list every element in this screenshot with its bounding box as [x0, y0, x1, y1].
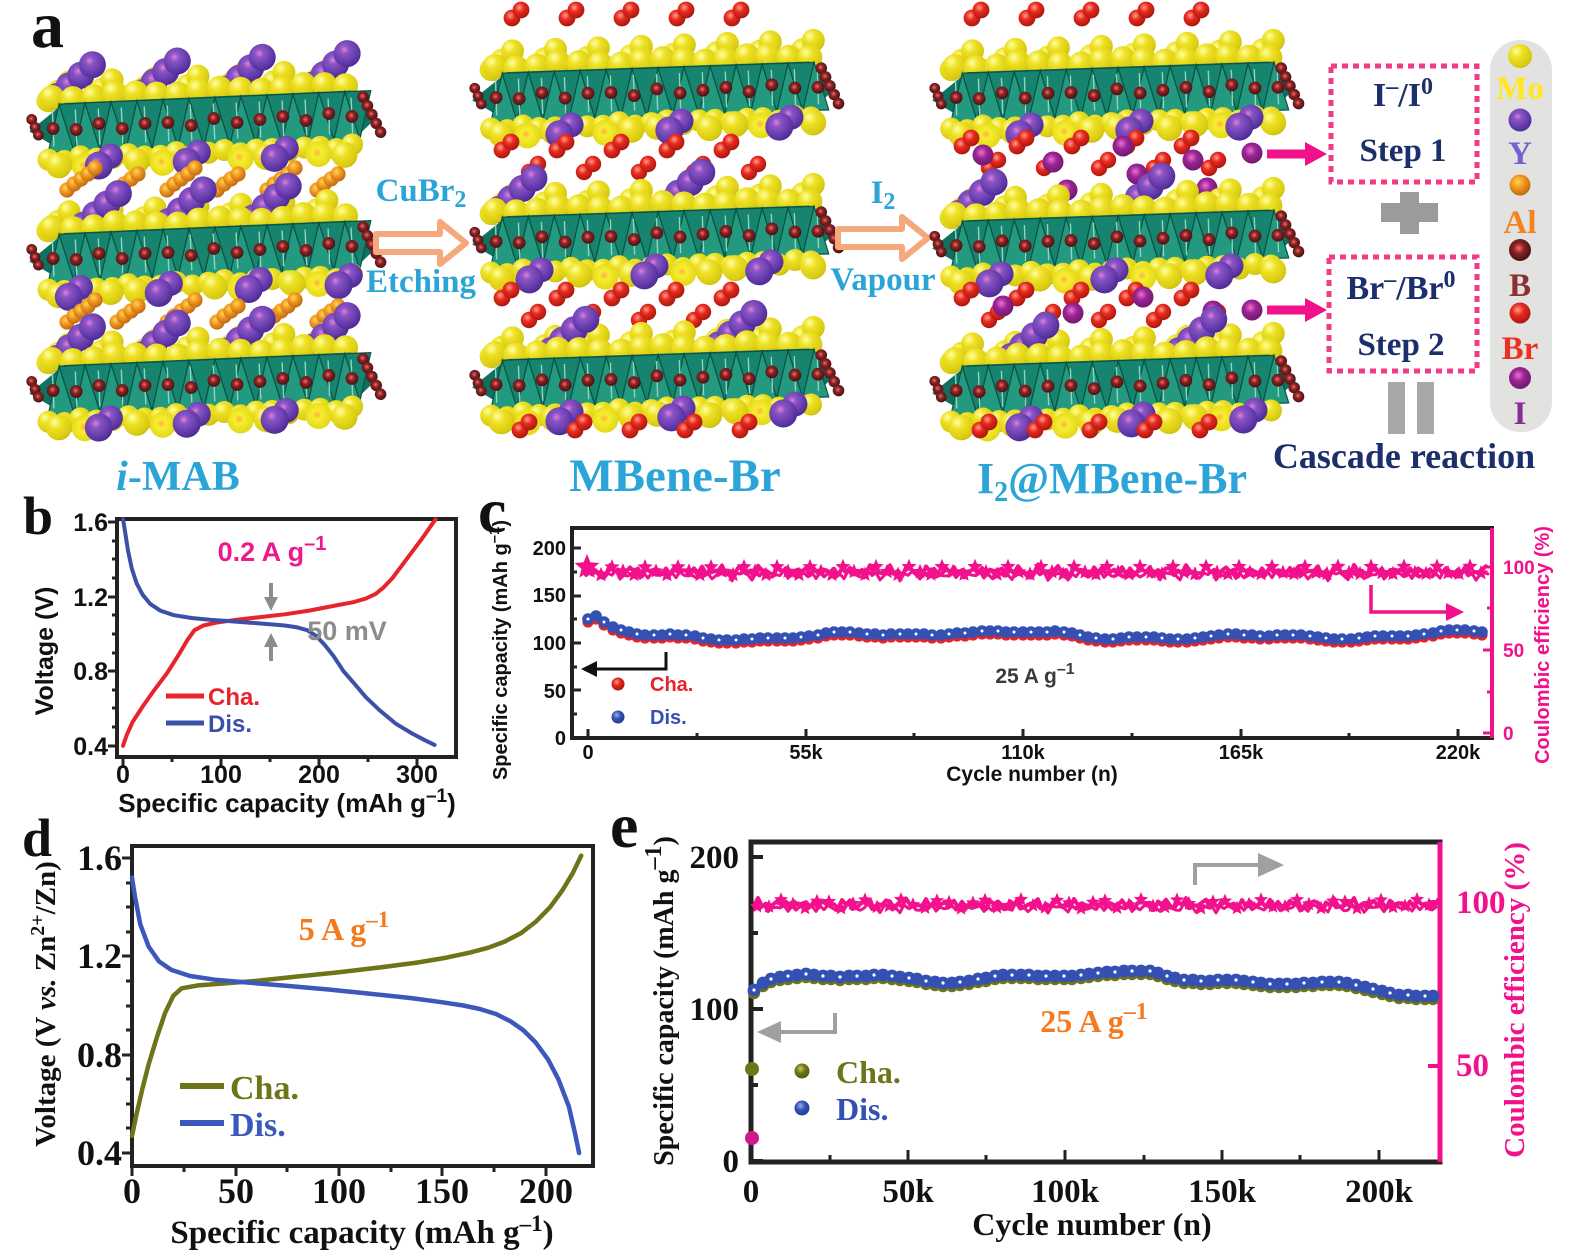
svg-text:150: 150: [415, 1171, 469, 1211]
svg-text:B: B: [1509, 268, 1531, 304]
svg-text:110k: 110k: [1001, 742, 1045, 764]
svg-text:50: 50: [1456, 1048, 1489, 1084]
svg-text:Cascade reaction: Cascade reaction: [1273, 436, 1535, 476]
svg-text:100: 100: [1456, 885, 1506, 921]
svg-text:Voltage (V vs. Zn2+/Zn): Voltage (V vs. Zn2+/Zn): [27, 861, 62, 1147]
svg-text:Dis.: Dis.: [230, 1107, 286, 1144]
svg-text:c: c: [478, 475, 506, 546]
svg-text:Voltage (V): Voltage (V): [31, 587, 59, 716]
svg-text:0: 0: [123, 1171, 141, 1211]
svg-text:100: 100: [1503, 558, 1535, 579]
svg-text:Step 1: Step 1: [1359, 133, 1446, 169]
svg-text:50: 50: [218, 1171, 254, 1211]
svg-text:i-MAB: i-MAB: [116, 454, 240, 500]
svg-text:Dis.: Dis.: [650, 707, 687, 729]
svg-text:I2: I2: [871, 175, 896, 215]
svg-text:0.8: 0.8: [77, 1035, 122, 1075]
svg-text:100: 100: [312, 1171, 366, 1211]
svg-text:d: d: [22, 808, 52, 868]
svg-text:Dis.: Dis.: [208, 711, 252, 738]
svg-text:I: I: [1514, 396, 1527, 432]
svg-text:Specific capacity (mAh g–1): Specific capacity (mAh g–1): [486, 520, 512, 780]
svg-text:5 A g–1: 5 A g–1: [299, 907, 390, 947]
svg-text:1.2: 1.2: [73, 584, 108, 612]
svg-text:Al: Al: [1504, 205, 1537, 241]
svg-text:1.2: 1.2: [77, 936, 122, 976]
svg-text:e: e: [610, 790, 638, 861]
svg-text:100: 100: [533, 633, 566, 655]
svg-text:220k: 220k: [1436, 742, 1481, 764]
svg-text:100: 100: [690, 992, 740, 1028]
svg-text:25 A g–1: 25 A g–1: [1040, 999, 1148, 1039]
svg-text:0.4: 0.4: [73, 733, 108, 761]
svg-text:200: 200: [519, 1171, 573, 1211]
svg-text:MBene-Br: MBene-Br: [569, 450, 780, 502]
svg-text:50 mV: 50 mV: [307, 616, 387, 646]
svg-text:Br: Br: [1502, 331, 1539, 367]
svg-text:b: b: [23, 486, 53, 546]
svg-text:Step 2: Step 2: [1357, 327, 1444, 363]
svg-text:0.8: 0.8: [73, 658, 108, 686]
svg-text:0: 0: [743, 1174, 760, 1210]
svg-text:a: a: [31, 0, 64, 62]
svg-text:165k: 165k: [1219, 742, 1264, 764]
svg-text:Cha.: Cha.: [650, 674, 693, 696]
svg-text:Cycle number (n): Cycle number (n): [972, 1206, 1211, 1242]
svg-text:Cha.: Cha.: [230, 1070, 299, 1107]
svg-text:Coulombic efficiency (%): Coulombic efficiency (%): [1532, 526, 1554, 764]
svg-text:100k: 100k: [1031, 1174, 1100, 1210]
svg-text:CuBr2: CuBr2: [376, 173, 467, 213]
svg-text:Specific capacity (mAh g–1): Specific capacity (mAh g–1): [641, 836, 680, 1166]
svg-text:200: 200: [533, 538, 566, 560]
svg-text:1.6: 1.6: [73, 509, 108, 537]
svg-text:0: 0: [116, 761, 130, 789]
svg-text:55k: 55k: [789, 742, 823, 764]
svg-text:200: 200: [298, 761, 340, 789]
svg-text:0.2 A g–1: 0.2 A g–1: [218, 533, 327, 567]
svg-text:50: 50: [1503, 641, 1524, 662]
svg-text:Cha.: Cha.: [836, 1054, 901, 1090]
svg-text:I2@MBene-Br: I2@MBene-Br: [977, 454, 1247, 508]
svg-text:25 A g–1: 25 A g–1: [995, 661, 1074, 688]
svg-text:Cycle number (n): Cycle number (n): [946, 763, 1118, 786]
svg-text:50k: 50k: [882, 1174, 934, 1210]
svg-text:150: 150: [533, 585, 566, 607]
svg-text:Specific capacity (mAh g–1): Specific capacity (mAh g–1): [118, 786, 456, 818]
svg-text:Specific capacity (mAh g–1): Specific capacity (mAh g–1): [170, 1211, 553, 1251]
svg-text:0.4: 0.4: [77, 1133, 122, 1173]
svg-text:300: 300: [396, 761, 438, 789]
svg-text:200: 200: [690, 840, 740, 876]
svg-text:Vapour: Vapour: [830, 262, 935, 298]
svg-text:0: 0: [723, 1144, 740, 1180]
svg-text:Etching: Etching: [366, 264, 477, 300]
svg-text:50: 50: [544, 681, 566, 703]
svg-text:Coulombic efficiency (%): Coulombic efficiency (%): [1499, 842, 1531, 1158]
svg-text:0: 0: [1503, 724, 1514, 745]
svg-text:100: 100: [200, 761, 242, 789]
svg-text:150k: 150k: [1188, 1174, 1257, 1210]
svg-text:Cha.: Cha.: [208, 684, 260, 711]
svg-text:Br–/Br0: Br–/Br0: [1347, 267, 1456, 307]
svg-text:0: 0: [582, 742, 593, 764]
svg-text:Mo: Mo: [1496, 71, 1544, 107]
svg-text:Dis.: Dis.: [836, 1091, 888, 1127]
svg-text:200k: 200k: [1345, 1174, 1414, 1210]
svg-text:1.6: 1.6: [77, 838, 122, 878]
svg-text:0: 0: [555, 728, 566, 750]
svg-text:Y: Y: [1508, 136, 1532, 172]
